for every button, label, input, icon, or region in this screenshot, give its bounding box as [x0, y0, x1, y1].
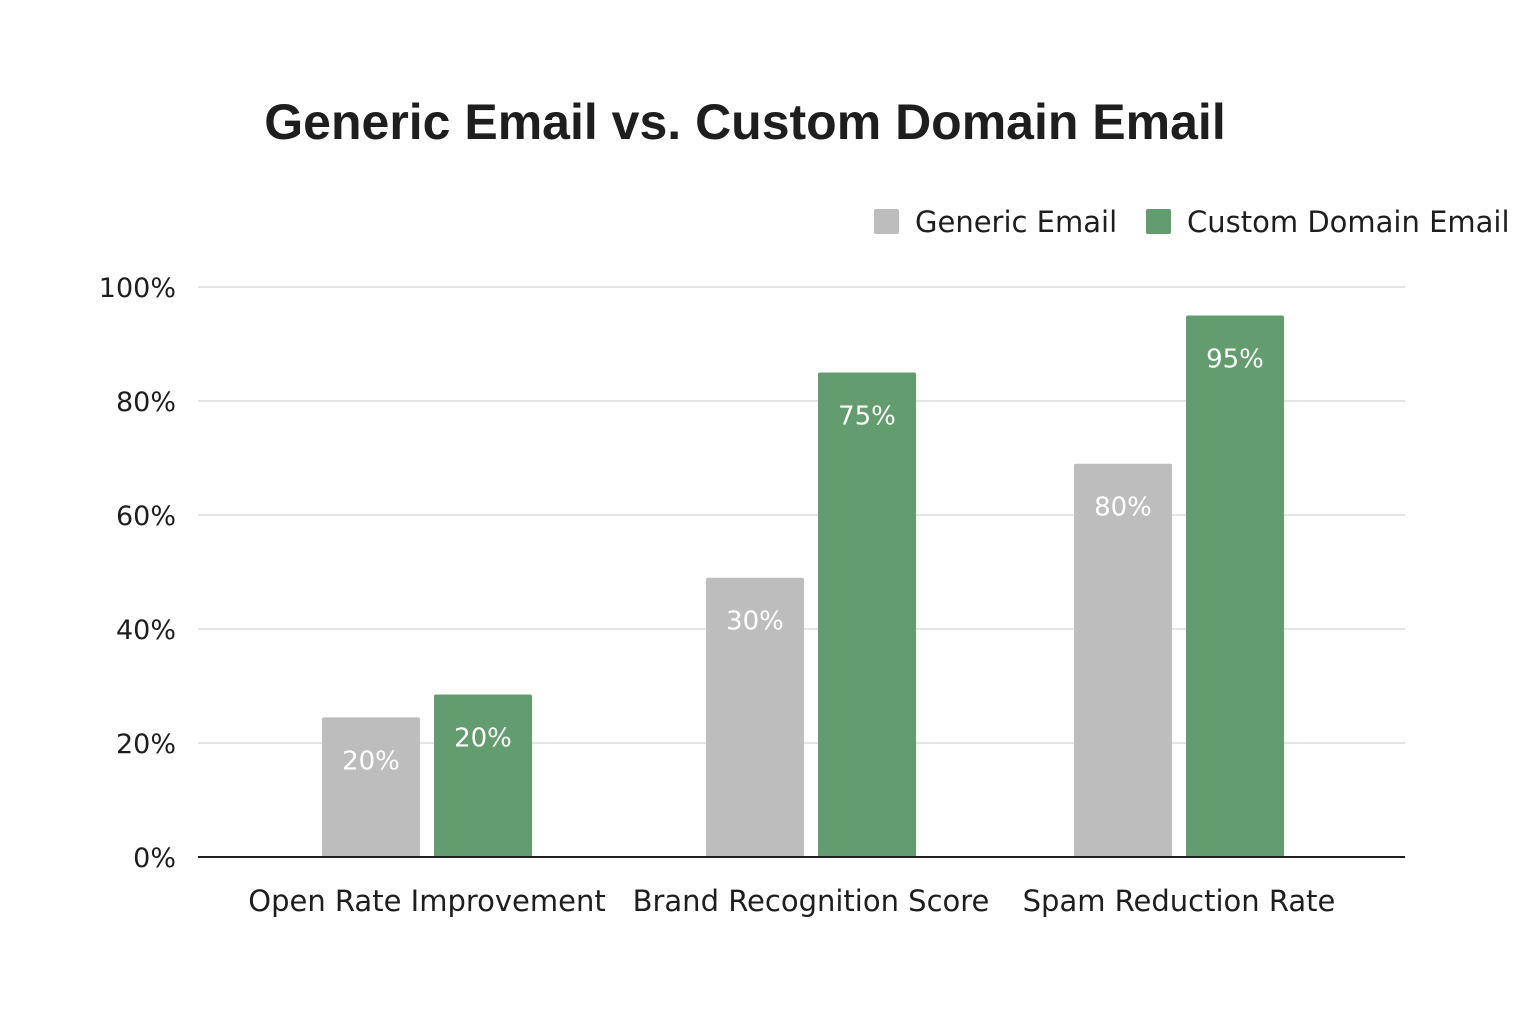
data-label-custom-domain-email: 95% [1206, 345, 1264, 375]
data-label-generic-email: 30% [726, 607, 784, 637]
data-label-generic-email: 20% [342, 746, 400, 776]
y-tick-label: 40% [116, 615, 176, 646]
bar-custom-domain-email [434, 694, 532, 857]
legend-label: Custom Domain Email [1187, 205, 1510, 239]
y-tick-label: 60% [116, 501, 176, 532]
data-label-generic-email: 80% [1094, 493, 1152, 523]
bar-generic-email [706, 577, 804, 857]
bar-generic-email [322, 717, 420, 857]
bar-generic-email [1074, 463, 1172, 857]
x-category-label: Spam Reduction Rate [1023, 884, 1336, 918]
data-labels: 20% 20% 30% 75% 80% 95% [342, 345, 1264, 777]
y-axis-ticks: 0% 20% 40% 60% 80% 100% [99, 273, 176, 874]
x-category-label: Brand Recognition Score [633, 884, 990, 918]
bars [322, 315, 1284, 857]
y-tick-label: 100% [99, 273, 176, 304]
chart-title: Generic Email vs. Custom Domain Email [264, 94, 1225, 150]
legend-label: Generic Email [915, 205, 1117, 239]
x-axis-categories: Open Rate Improvement Brand Recognition S… [248, 884, 1335, 918]
y-tick-label: 0% [133, 843, 176, 874]
bar-custom-domain-email [1186, 315, 1284, 857]
x-category-label: Open Rate Improvement [248, 884, 605, 918]
data-label-custom-domain-email: 20% [454, 724, 512, 754]
legend: Generic Email Custom Domain Email [874, 205, 1510, 239]
legend-swatch [1146, 209, 1171, 234]
bar-custom-domain-email [818, 372, 916, 857]
data-label-custom-domain-email: 75% [838, 402, 896, 432]
y-tick-label: 20% [116, 729, 176, 760]
y-tick-label: 80% [116, 387, 176, 418]
legend-swatch [874, 209, 899, 234]
